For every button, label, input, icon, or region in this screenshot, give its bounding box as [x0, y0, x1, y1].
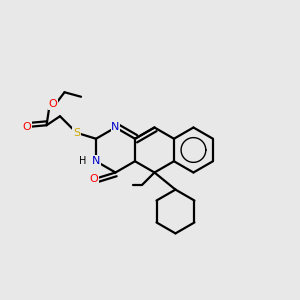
Text: N: N — [92, 156, 100, 166]
Text: O: O — [22, 122, 31, 132]
Text: O: O — [89, 173, 98, 184]
Text: N: N — [111, 122, 120, 133]
Text: S: S — [73, 128, 80, 138]
Text: O: O — [49, 99, 58, 109]
Text: H: H — [79, 156, 86, 166]
